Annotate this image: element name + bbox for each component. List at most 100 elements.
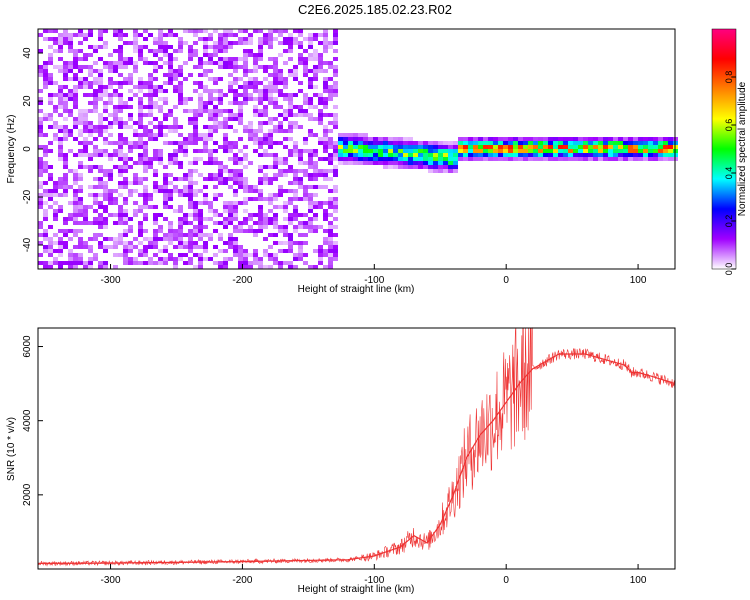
spectrogram-cell: [383, 161, 388, 165]
spectrogram-cell: [308, 101, 313, 105]
spectrogram-cell: [253, 189, 258, 193]
spectrogram-cell: [183, 145, 188, 149]
spectrogram-cell: [318, 33, 323, 37]
spectrogram-cell: [93, 89, 98, 93]
spectrogram-cell: [143, 197, 148, 201]
spectrogram-cell: [83, 137, 88, 141]
spectrogram-cell: [333, 205, 338, 209]
spectrogram-cell: [318, 113, 323, 117]
spectrogram-cell: [203, 149, 208, 153]
spectrogram-cell: [78, 189, 83, 193]
spectrogram-cell: [118, 153, 123, 157]
spectrogram-cell: [58, 205, 63, 209]
spectrogram-cell: [278, 157, 283, 161]
spectrogram-cell: [313, 205, 318, 209]
spectrogram-cell: [298, 53, 303, 57]
spectrogram-cell: [243, 37, 248, 41]
spectrogram-cell: [543, 153, 548, 157]
spectrogram-cell: [43, 201, 48, 205]
spectrogram-cell: [288, 237, 293, 241]
spectrogram-cell: [98, 165, 103, 169]
spectrogram-cell: [413, 145, 418, 149]
spectrogram-cell: [153, 117, 158, 121]
spectrogram-cell: [668, 153, 673, 157]
spectrogram-cell: [103, 189, 108, 193]
spectrogram-cell: [43, 69, 48, 73]
spectrogram-cell: [333, 73, 338, 77]
spectrogram-cell: [103, 185, 108, 189]
spectrogram-cell: [303, 225, 308, 229]
spectrogram-cell: [248, 137, 253, 141]
spectrogram-cell: [78, 229, 83, 233]
spectrogram-cell: [178, 229, 183, 233]
spectrogram-cell: [263, 89, 268, 93]
spectrogram-cell: [473, 149, 478, 153]
spectrogram-cell: [508, 157, 513, 161]
spectrogram-cell: [303, 169, 308, 173]
spectrogram-cell: [193, 29, 198, 33]
spectrogram-cell: [183, 221, 188, 225]
spectrogram-cell: [153, 149, 158, 153]
spectrogram-cell: [143, 169, 148, 173]
spectrogram-cell: [43, 169, 48, 173]
spectrogram-cell: [493, 141, 498, 145]
spectrogram-cell: [273, 173, 278, 177]
spectrogram-cell: [83, 261, 88, 265]
spectrogram-cell: [163, 61, 168, 65]
spectrogram-cell: [583, 149, 588, 153]
spectrogram-cell: [253, 133, 258, 137]
snr-series-trace: [37, 327, 675, 567]
spectrogram-cell: [183, 189, 188, 193]
spectrogram-cell: [178, 45, 183, 49]
spectrogram-cell: [298, 177, 303, 181]
spectrogram-cell: [53, 257, 58, 261]
spectrogram-cell: [268, 129, 273, 133]
spectrogram-cell: [88, 221, 93, 225]
spectrogram-cell: [88, 45, 93, 49]
spectrogram-cell: [218, 33, 223, 37]
spectrogram-cell: [158, 109, 163, 113]
spectrogram-cell: [148, 133, 153, 137]
spectrogram-cell: [348, 133, 353, 137]
spectrogram-cell: [213, 109, 218, 113]
spectrogram-cell: [293, 73, 298, 77]
spectrogram-cell: [488, 153, 493, 157]
spectrogram-cell: [88, 81, 93, 85]
spectrogram-cell: [193, 253, 198, 257]
spectrogram-cell: [558, 137, 563, 141]
spectrogram-cell: [108, 53, 113, 57]
spectrogram-cell: [568, 145, 573, 149]
spectrogram-cell: [113, 61, 118, 65]
spectrogram-cell: [293, 41, 298, 45]
spectrogram-cell: [98, 125, 103, 129]
spectrogram-cell: [433, 153, 438, 157]
spectrogram-cell: [73, 213, 78, 217]
spectrogram-cell: [278, 53, 283, 57]
spectrogram-cell: [98, 261, 103, 265]
spectrogram-cell: [318, 169, 323, 173]
spectrogram-cell: [233, 201, 238, 205]
spectrogram-cell: [633, 157, 638, 161]
spectrogram-cell: [303, 193, 308, 197]
spectrogram-cell: [123, 165, 128, 169]
spectrogram-cell: [358, 149, 363, 153]
spectrogram-cell: [263, 121, 268, 125]
spectrogram-cell: [78, 261, 83, 265]
spectrogram-cell: [58, 97, 63, 101]
spectrogram-cell: [108, 197, 113, 201]
spectrogram-cell: [218, 109, 223, 113]
spectrogram-cell: [208, 113, 213, 117]
spectrogram-cell: [78, 153, 83, 157]
spectrogram-cell: [218, 165, 223, 169]
spectrogram-cell: [183, 261, 188, 265]
spectrogram-cell: [188, 205, 193, 209]
spectrogram-cell: [293, 241, 298, 245]
spectrogram-cell: [88, 125, 93, 129]
spectrogram-cell: [228, 85, 233, 89]
spectrogram-cell: [323, 137, 328, 141]
spectrogram-cell: [168, 197, 173, 201]
snr-x-axis-label: Height of straight line (km): [298, 584, 415, 595]
spectrogram-cell: [53, 209, 58, 213]
spectrogram-cell: [263, 69, 268, 73]
